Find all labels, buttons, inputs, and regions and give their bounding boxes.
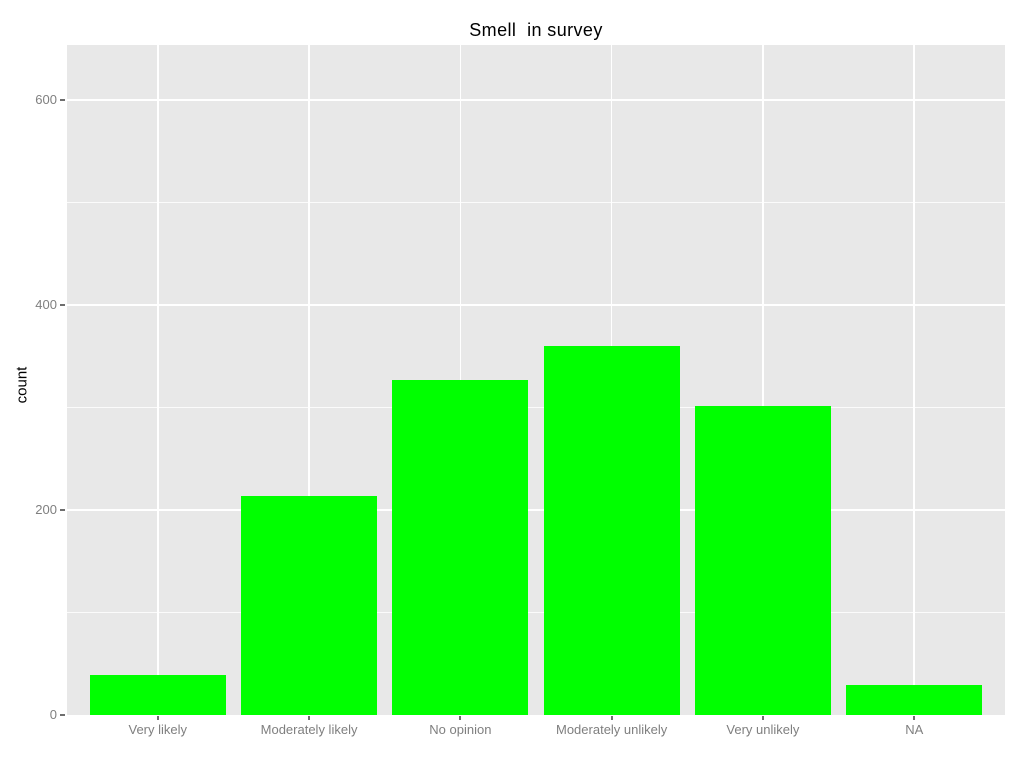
y-tick-label-0: 0 — [49, 707, 57, 722]
y-tick-label-600: 600 — [35, 92, 57, 108]
y-axis-label: count — [13, 366, 31, 404]
gridline-minor-y-500 — [67, 202, 1005, 204]
x-tick-label-4: Moderately unlikely — [556, 722, 668, 737]
chart-title: Smell in survey — [469, 20, 603, 40]
gridline-major-x-1 — [157, 45, 159, 715]
bar-very-likely — [89, 675, 226, 715]
bar-moderately-unlikely — [543, 346, 680, 715]
gridline-major-y-200 — [67, 509, 1005, 512]
gridline-major-x-6 — [913, 45, 915, 715]
x-tick-label-6: NA — [905, 722, 924, 737]
y-tick-mark-200 — [60, 509, 65, 512]
x-tick-mark-2 — [308, 716, 311, 720]
x-tick-label-3: No opinion — [429, 722, 492, 737]
x-tick-label-5: Very unlikely — [726, 722, 800, 737]
x-tick-mark-3 — [459, 716, 462, 720]
y-tick-label-400: 400 — [35, 297, 57, 313]
bar-moderately-likely — [240, 495, 378, 715]
bar-no-opinion — [392, 380, 529, 715]
gridline-major-x-2 — [308, 45, 310, 715]
gridline-major-y-600 — [67, 99, 1005, 102]
y-tick-mark-400 — [60, 304, 65, 307]
gridline-minor-y-300 — [67, 407, 1005, 409]
y-tick-label-200: 200 — [35, 502, 57, 518]
y-tick-mark-600 — [60, 99, 65, 102]
plot-panel — [67, 45, 1005, 715]
gridline-major-y-400 — [67, 304, 1005, 307]
bar-very-unlikely — [694, 405, 831, 715]
x-tick-label-2: Moderately likely — [260, 722, 358, 737]
x-tick-label-1: Very likely — [128, 722, 188, 737]
y-tick-mark-0 — [60, 714, 65, 716]
bar-na — [846, 685, 983, 715]
x-tick-mark-4 — [610, 716, 613, 720]
gridline-major-x-5 — [762, 45, 764, 715]
x-tick-mark-6 — [913, 716, 916, 720]
gridline-minor-y-100 — [67, 612, 1005, 614]
x-tick-mark-1 — [156, 716, 159, 720]
x-tick-mark-5 — [761, 716, 764, 720]
